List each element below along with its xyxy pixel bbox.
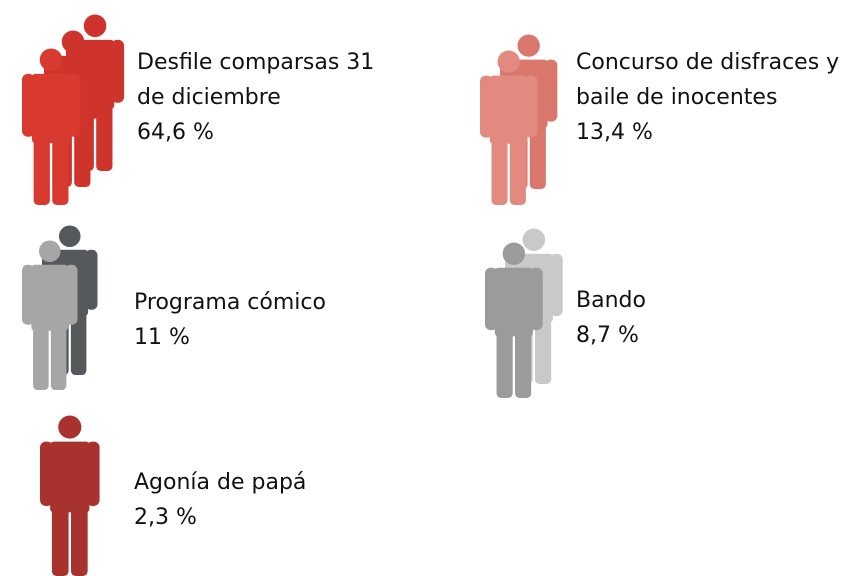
figure bbox=[22, 240, 78, 390]
item-label: Programa cómico 11 % bbox=[134, 285, 394, 355]
torso bbox=[31, 73, 71, 143]
item-label: Bando 8,7 % bbox=[576, 283, 836, 353]
head bbox=[83, 14, 107, 38]
head bbox=[58, 415, 82, 439]
arm bbox=[85, 249, 98, 310]
head bbox=[38, 240, 61, 263]
head bbox=[497, 50, 520, 73]
figure bbox=[480, 50, 538, 205]
head bbox=[517, 34, 540, 57]
head bbox=[58, 225, 81, 248]
head bbox=[522, 228, 546, 251]
arm bbox=[65, 264, 78, 325]
value-label: 2,3 % bbox=[134, 505, 197, 530]
arm bbox=[480, 75, 493, 138]
arm bbox=[22, 264, 35, 325]
arm bbox=[86, 441, 100, 506]
leg bbox=[33, 126, 50, 205]
leg bbox=[491, 127, 508, 205]
torso bbox=[50, 441, 90, 513]
category: Bando bbox=[576, 288, 646, 313]
leg bbox=[50, 315, 67, 390]
arm bbox=[524, 75, 538, 138]
arm bbox=[111, 39, 125, 103]
category: Desfile comparsas 31 de diciembre bbox=[137, 50, 375, 110]
value-label: 11 % bbox=[134, 325, 190, 350]
torso bbox=[31, 264, 69, 331]
torso bbox=[489, 75, 528, 144]
category: Concurso de disfraces y baile de inocent… bbox=[576, 50, 840, 110]
head bbox=[502, 242, 526, 265]
leg bbox=[515, 320, 532, 398]
value-label: 64,6 % bbox=[137, 120, 214, 145]
torso bbox=[494, 267, 533, 337]
arm bbox=[22, 73, 35, 137]
leg bbox=[496, 320, 513, 398]
item-label: Concurso de disfraces y baile de inocent… bbox=[576, 45, 856, 150]
leg bbox=[33, 315, 49, 390]
category: Programa cómico bbox=[134, 290, 326, 315]
arm bbox=[40, 441, 54, 506]
figure bbox=[485, 242, 543, 398]
arm bbox=[485, 267, 498, 331]
arm bbox=[89, 55, 103, 119]
figure bbox=[22, 48, 81, 205]
head bbox=[61, 30, 85, 54]
item-label: Agonía de papá 2,3 % bbox=[134, 465, 394, 535]
value-label: 8,7 % bbox=[576, 323, 639, 348]
arm bbox=[550, 253, 563, 317]
figure bbox=[40, 415, 100, 576]
arm bbox=[67, 73, 81, 137]
leg bbox=[52, 126, 69, 205]
item-label: Desfile comparsas 31 de diciembre 64,6 % bbox=[137, 45, 399, 150]
leg bbox=[509, 127, 526, 205]
arm bbox=[544, 59, 558, 122]
arm bbox=[530, 267, 543, 331]
value-label: 13,4 % bbox=[576, 120, 653, 145]
leg bbox=[51, 495, 69, 576]
category: Agonía de papá bbox=[134, 470, 307, 495]
leg bbox=[70, 495, 88, 576]
head bbox=[39, 48, 63, 72]
